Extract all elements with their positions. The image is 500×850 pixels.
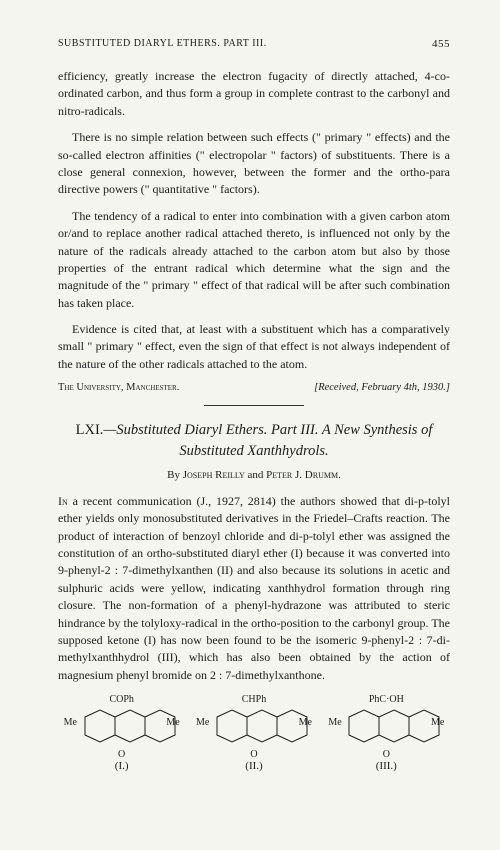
institution: The University, Manchester. (58, 382, 179, 393)
structure-1-number: (I.) (58, 760, 185, 772)
me-left-2: Me (196, 717, 209, 728)
chemical-structures: COPh Me Me O (I.) CHPh Me Me O (II.) (58, 694, 450, 772)
structure-3-rings: Me Me O (331, 707, 441, 757)
structure-2: CHPh Me Me O (II.) (190, 694, 317, 772)
article-number: LXI. (76, 422, 104, 438)
structure-2-top: CHPh (190, 694, 317, 705)
main-paragraph: In a recent communication (J., 1927, 281… (58, 493, 450, 684)
structure-3-number: (III.) (323, 760, 450, 772)
me-left-3: Me (328, 717, 341, 728)
section-divider (204, 405, 304, 406)
me-right-3: Me (431, 717, 444, 728)
attribution-line: The University, Manchester. [Received, F… (58, 382, 450, 393)
me-left-1: Me (64, 717, 77, 728)
paragraph-1: efficiency, greatly increase the electro… (58, 68, 450, 120)
author-1: Joseph Reilly (183, 469, 245, 481)
me-right-2: Me (299, 717, 312, 728)
structure-1: COPh Me Me O (I.) (58, 694, 185, 772)
structure-1-top: COPh (58, 694, 185, 705)
o-label-3: O (383, 749, 390, 760)
and-text: and (245, 469, 266, 481)
author-2: Peter J. Drumm. (266, 469, 341, 481)
structure-2-rings: Me Me O (199, 707, 309, 757)
paragraph-2: There is no simple relation between such… (58, 129, 450, 199)
me-right-1: Me (166, 717, 179, 728)
paragraph-4: Evidence is cited that, at least with a … (58, 321, 450, 373)
by-text: By (167, 469, 183, 481)
paragraph-3: The tendency of a radical to enter into … (58, 208, 450, 312)
structure-3-top: PhC·OH (323, 694, 450, 705)
o-label-2: O (250, 749, 257, 760)
running-header: SUBSTITUTED DIARYL ETHERS. PART III. 455 (58, 38, 450, 50)
article-title: LXI.—Substituted Diaryl Ethers. Part III… (58, 420, 450, 461)
structure-2-number: (II.) (190, 760, 317, 772)
received-date: [Received, February 4th, 1930.] (314, 382, 450, 393)
o-label-1: O (118, 749, 125, 760)
authors-line: By Joseph Reilly and Peter J. Drumm. (58, 469, 450, 481)
opening-word: In (58, 494, 68, 508)
article-title-text: —Substituted Diaryl Ethers. Part III. A … (103, 422, 432, 458)
running-title: SUBSTITUTED DIARYL ETHERS. PART III. (58, 38, 267, 50)
page-number: 455 (432, 38, 450, 50)
structure-3: PhC·OH Me Me O (III.) (323, 694, 450, 772)
structure-1-rings: Me Me O (67, 707, 177, 757)
main-body-text: a recent communication (J., 1927, 2814) … (58, 494, 450, 682)
